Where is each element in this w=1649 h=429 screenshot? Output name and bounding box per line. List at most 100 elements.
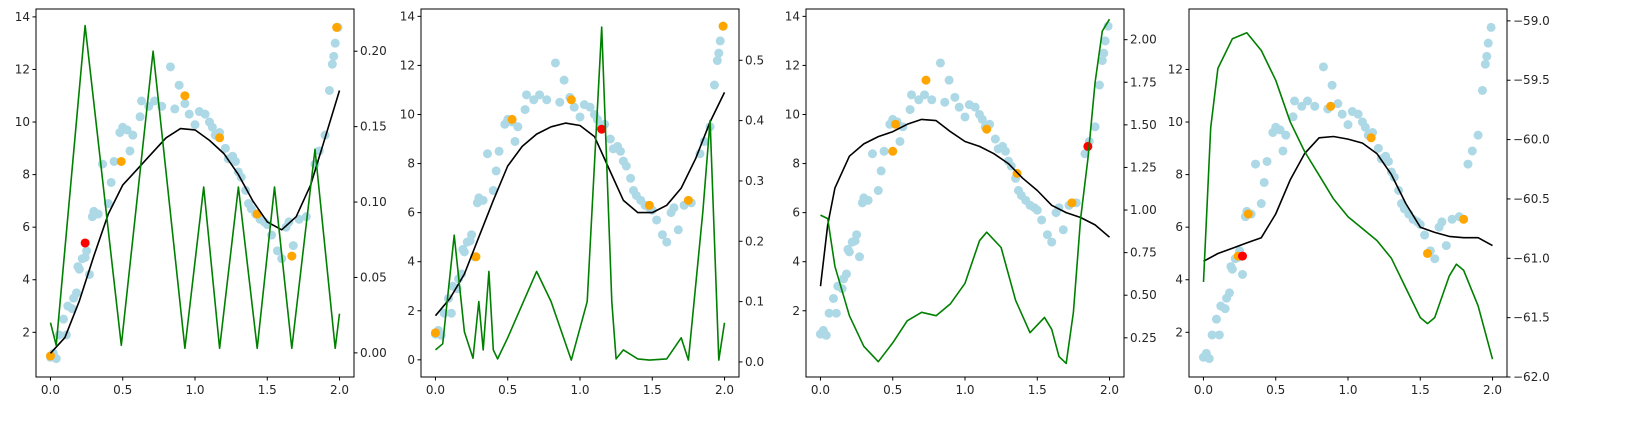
scatter-point <box>1262 156 1272 166</box>
x-tick-label: 0.5 <box>883 383 902 397</box>
scatter-point <box>1480 59 1490 69</box>
y2-tick-label: 0.00 <box>360 346 387 360</box>
y-tick-label: 8 <box>407 157 415 171</box>
highlight-point <box>683 195 693 205</box>
scatter-point <box>58 314 68 324</box>
scatter-point <box>1207 330 1217 340</box>
scatter-point <box>714 48 724 58</box>
y2-tick-label: −61.5 <box>1513 311 1550 325</box>
y2-tick-label: −59.5 <box>1513 73 1550 87</box>
x-tick-label: 1.0 <box>185 383 204 397</box>
y-tick-label: 2 <box>407 304 415 318</box>
y-tick-label: 14 <box>15 10 30 24</box>
y-tick-label: 10 <box>785 107 800 121</box>
scatter-point <box>605 134 615 144</box>
highlight-point <box>332 22 342 32</box>
scatter-point <box>1310 101 1320 111</box>
scatter-point <box>184 109 194 119</box>
scatter-point <box>1099 48 1109 58</box>
scatter-point <box>330 38 340 48</box>
scatter-point <box>1037 215 1047 225</box>
scatter-point <box>920 90 930 100</box>
x-tick-label: 0.5 <box>1266 383 1285 397</box>
y-tick-label: 10 <box>1168 115 1183 129</box>
y-tick-label: 0 <box>407 353 415 367</box>
y2-tick-label: 1.75 <box>1130 75 1157 89</box>
scatter-point <box>1318 62 1328 72</box>
scatter-point <box>867 149 877 159</box>
scatter-point <box>854 252 864 262</box>
scatter-point <box>1259 177 1269 187</box>
subplot-2: 0.0 0.5 1.0 1.5 2.0 0 2 4 6 8 10 12 14 0.0 0.1 0.2 0.3 0.… <box>400 8 764 397</box>
y2-tick-label: 0.2 <box>745 234 764 248</box>
scatter-point <box>491 166 501 176</box>
plot-area <box>45 22 343 364</box>
scatter-point <box>1360 122 1370 132</box>
highlight-point <box>1326 101 1336 111</box>
scatter-point <box>940 97 950 107</box>
plot-area <box>430 21 728 361</box>
x-tick-label: 1.5 <box>643 383 662 397</box>
scatter-point <box>488 186 498 196</box>
y2-tick-label: 2.00 <box>1130 33 1157 47</box>
y-tick-label: 4 <box>792 255 800 269</box>
highlight-point <box>644 200 654 210</box>
x-tick-label: 0.0 <box>426 383 445 397</box>
scatter-point <box>1337 109 1347 119</box>
scatter-point <box>709 80 719 90</box>
scatter-point <box>327 59 337 69</box>
current-point <box>1237 251 1247 261</box>
scatter-point <box>97 159 107 169</box>
y-tick-label: 14 <box>785 9 800 23</box>
y2-tick-label: 0.5 <box>745 53 764 67</box>
scatter-point <box>1473 130 1483 140</box>
highlight-point <box>718 21 728 31</box>
y2-tick-label: 0.05 <box>360 270 387 284</box>
scatter-point <box>1486 22 1496 32</box>
scatter-point <box>170 104 180 114</box>
highlight-point <box>116 156 126 166</box>
scatter-point <box>879 146 889 156</box>
y-tick-label: 4 <box>407 255 415 269</box>
scatter-point <box>1278 146 1288 156</box>
scatter-point <box>905 105 915 115</box>
y2-tick-label: 0.75 <box>1130 246 1157 260</box>
scatter-point <box>109 156 119 166</box>
x-tick-label: 1.5 <box>1028 383 1047 397</box>
scatter-point <box>230 156 240 166</box>
mean-curve <box>819 118 1111 287</box>
scatter-point <box>93 209 103 219</box>
y2-tick-label: 0.10 <box>360 195 387 209</box>
scatter-point <box>542 95 552 105</box>
scatter-point <box>535 90 545 100</box>
scatter-point <box>657 230 667 240</box>
scatter-point <box>513 122 523 132</box>
scatter-point <box>1483 38 1493 48</box>
scatter-point <box>135 112 145 122</box>
subplot-4: 0.0 0.5 1.0 1.5 2.0 2 4 6 8 10 12 −62.0 −61.5 −61.0 −6… <box>1168 8 1550 397</box>
scatter-point <box>1373 143 1383 153</box>
scatter-point <box>1090 122 1100 132</box>
x-tick-label: 1.0 <box>570 383 589 397</box>
scatter-point <box>852 230 862 240</box>
y-tick-label: 12 <box>785 58 800 72</box>
scatter-point <box>190 120 200 130</box>
highlight-point <box>921 75 931 85</box>
x-tick-label: 2.0 <box>1100 383 1119 397</box>
y-tick-label: 8 <box>792 157 800 171</box>
scatter-point <box>272 246 282 256</box>
scatter-point <box>1000 146 1010 156</box>
scatter-point <box>569 102 579 112</box>
scatter-point <box>459 247 469 257</box>
plot-area <box>1198 22 1496 364</box>
scatter-point <box>895 136 905 146</box>
scatter-point <box>174 80 184 90</box>
scatter-point <box>510 136 520 146</box>
y2-tick-label: 0.3 <box>745 174 764 188</box>
highlight-point <box>1459 214 1469 224</box>
scatter-point <box>841 269 851 279</box>
scatter-point <box>844 247 854 257</box>
x-tick-label: 2.0 <box>715 383 734 397</box>
scatter-point <box>1437 217 1447 227</box>
y2-tick-label: −60.0 <box>1513 133 1550 147</box>
